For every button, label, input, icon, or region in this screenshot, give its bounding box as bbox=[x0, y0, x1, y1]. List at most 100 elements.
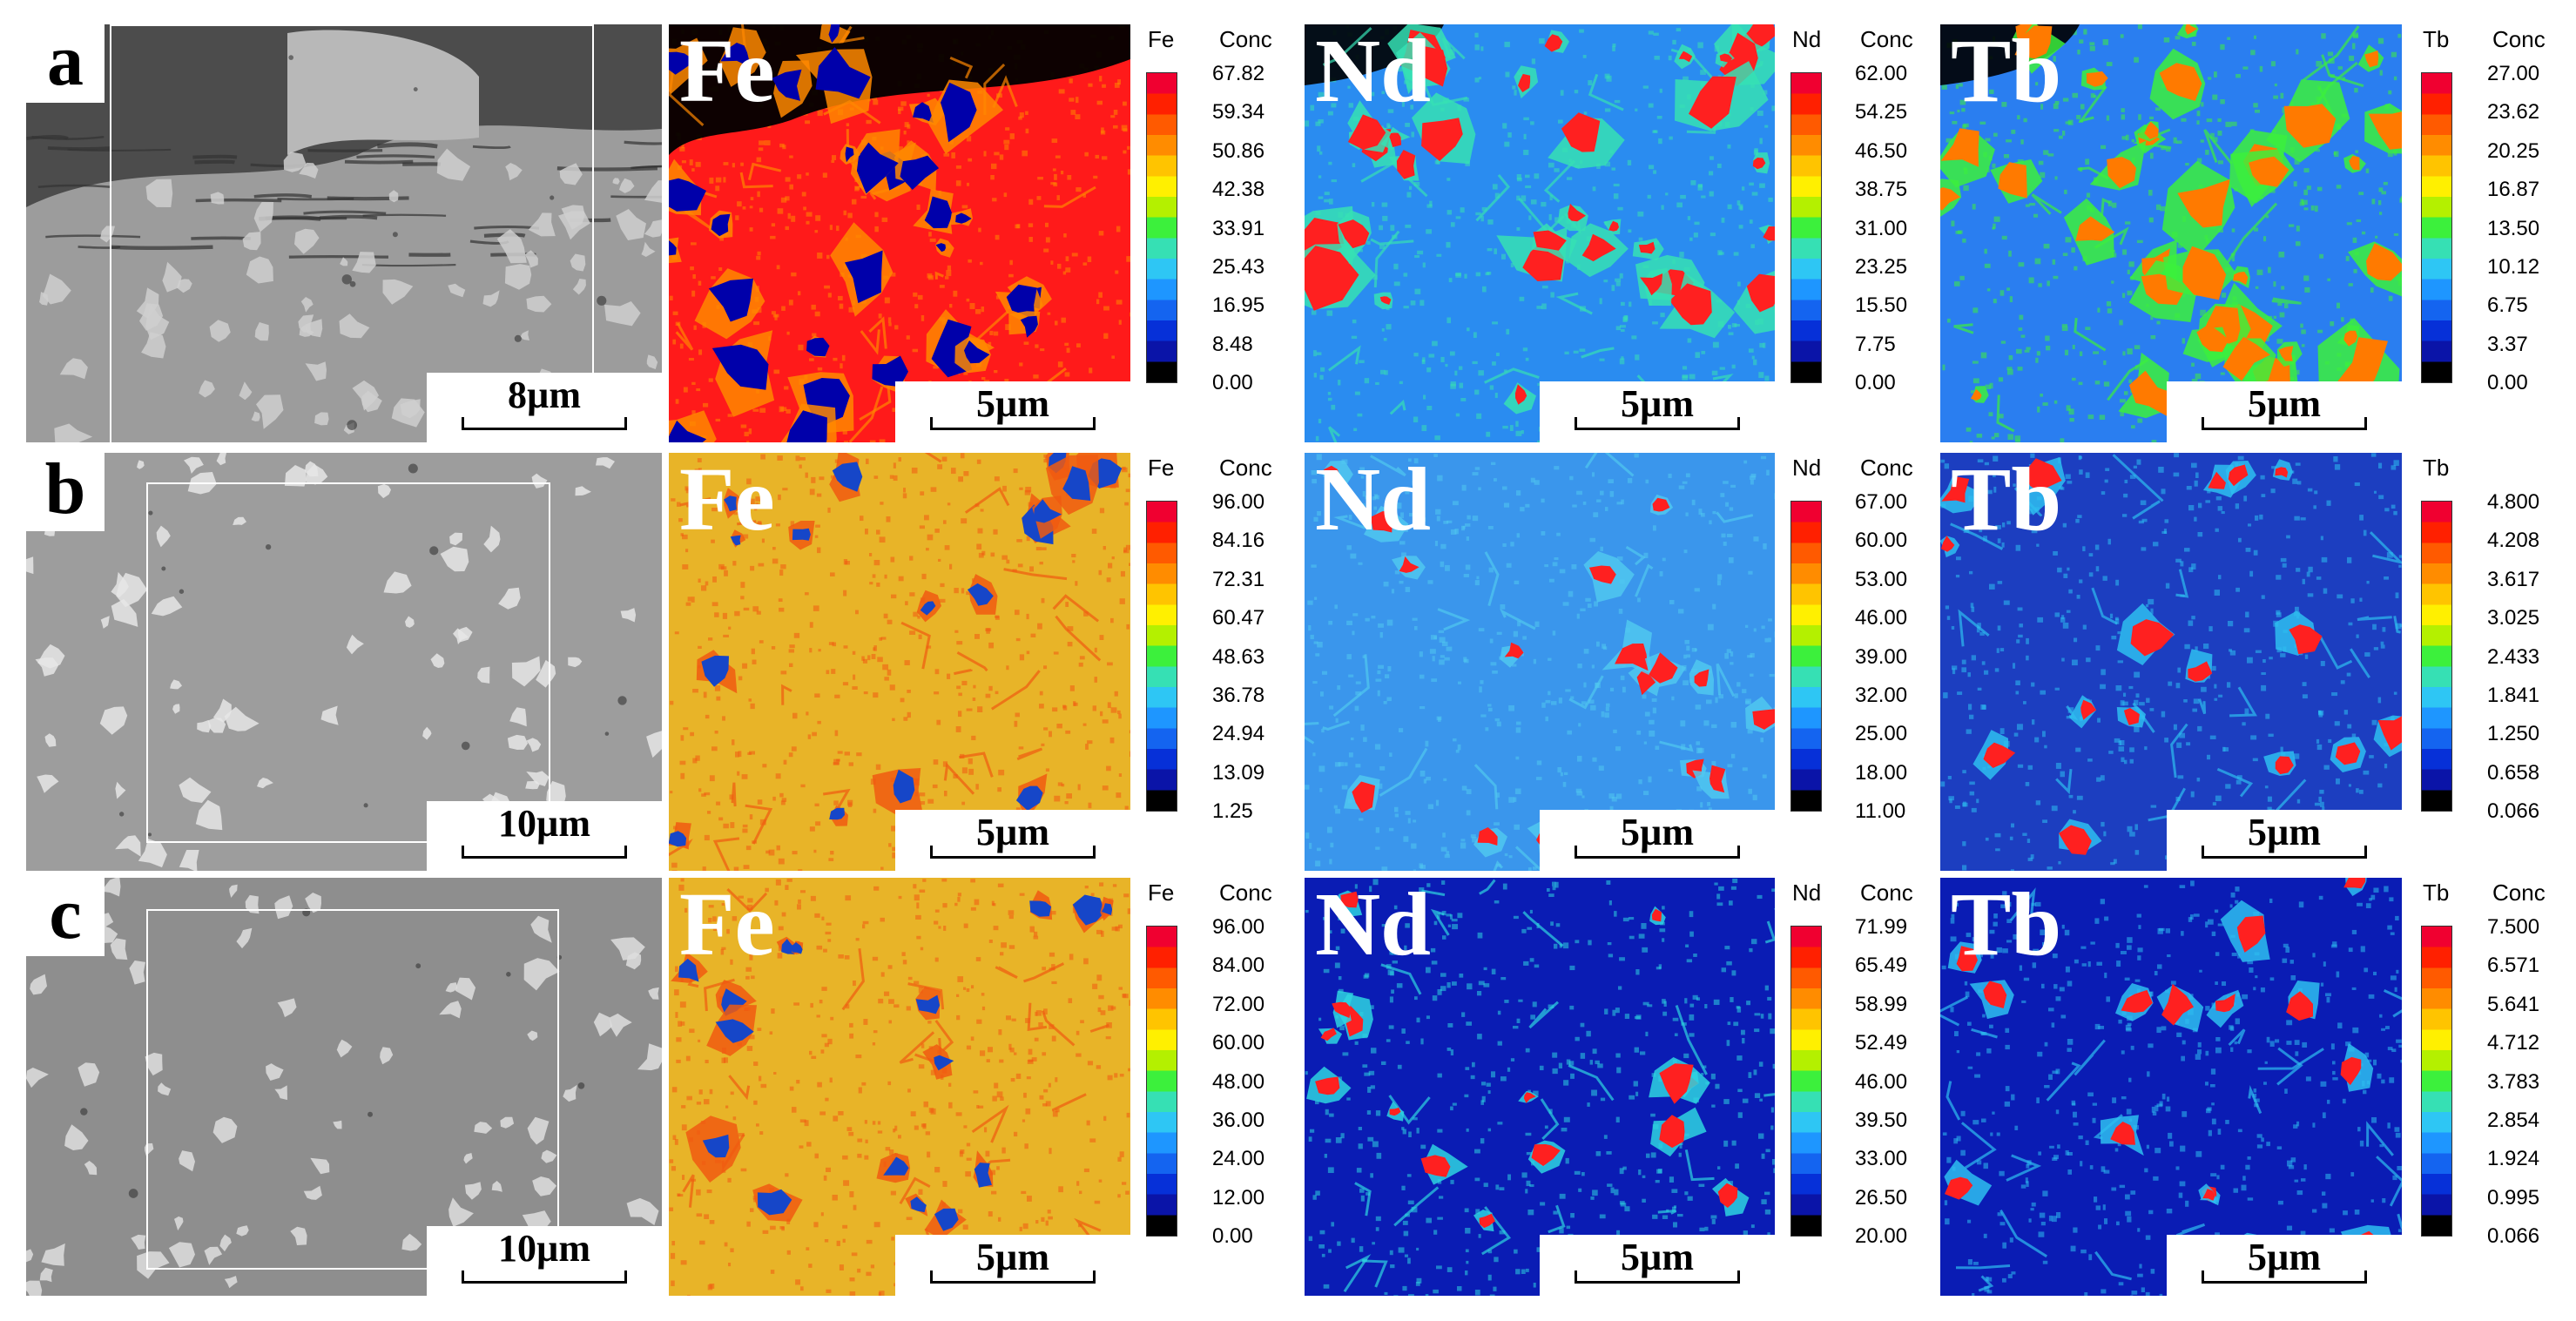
colorbar-tick-label: 1.25 bbox=[1212, 799, 1253, 823]
colorbar-tick-label: 4.800 bbox=[2487, 490, 2540, 514]
map-scale-label: 5µm bbox=[1620, 1236, 1694, 1278]
map-element-label: Tb bbox=[1951, 24, 2062, 121]
colorbar-tick-label: 67.82 bbox=[1212, 62, 1265, 85]
colorbar-tick-label: 25.00 bbox=[1855, 722, 1908, 746]
colorbar-tick-label: 59.34 bbox=[1212, 100, 1265, 125]
sem-micrograph-a bbox=[26, 24, 662, 442]
map-scale-label: 5µm bbox=[1620, 382, 1694, 425]
eds-map-fe-b: Fe 5µm bbox=[669, 453, 1130, 871]
scale-bar-line bbox=[1575, 1270, 1740, 1284]
eds-map-fe-a: Fe 5µm bbox=[669, 24, 1130, 442]
scale-bar-line bbox=[462, 1270, 627, 1284]
colorbar-tick-label: 60.00 bbox=[1855, 529, 1908, 553]
colorbar-tick-label: 2.433 bbox=[2487, 644, 2540, 669]
colorbar-tick-label: 71.99 bbox=[1855, 915, 1908, 939]
colorbar-element-label: Nd bbox=[1792, 880, 1822, 906]
panel-label-c: c bbox=[26, 878, 105, 956]
map-scale-bar: 5µm bbox=[1540, 810, 1775, 871]
colorbar-tick-label: 48.00 bbox=[1212, 1069, 1265, 1094]
colorbar-tick-label: 4.208 bbox=[2487, 529, 2540, 553]
colorbar-tick-label: 7.75 bbox=[1855, 332, 1896, 356]
colorbar-tick-label: 84.00 bbox=[1212, 954, 1265, 978]
colorbar-element-label: Nd bbox=[1792, 455, 1822, 481]
colorbar-tick-label: 27.00 bbox=[2487, 62, 2540, 85]
colorbar-tick-label: 26.50 bbox=[1855, 1185, 1908, 1210]
colorbar-tick-label: 20.25 bbox=[2487, 138, 2540, 163]
colorbar-tick-label: 16.87 bbox=[2487, 178, 2540, 202]
map-scale-label: 5µm bbox=[2247, 1236, 2321, 1278]
colorbar-tick-label: 13.09 bbox=[1212, 760, 1265, 785]
colorbar-tick-label: 8.48 bbox=[1212, 332, 1253, 356]
sem-image-a: a 8µm bbox=[26, 24, 662, 442]
colorbar-tick-label: 60.00 bbox=[1212, 1031, 1265, 1055]
concentration-map-nd bbox=[1305, 878, 1775, 1296]
concentration-colorbar bbox=[2421, 926, 2452, 1237]
map-scale-bar: 5µm bbox=[895, 1235, 1130, 1296]
concentration-colorbar bbox=[2421, 72, 2452, 383]
colorbar-element-label: Fe bbox=[1148, 26, 1175, 52]
colorbar-tick-label: 20.00 bbox=[1855, 1224, 1908, 1248]
map-scale-bar: 5µm bbox=[895, 810, 1130, 871]
colorbar-element-label: Tb bbox=[2423, 880, 2450, 906]
map-scale-bar: 5µm bbox=[895, 381, 1130, 442]
colorbar-tick-label: 48.63 bbox=[1212, 644, 1265, 669]
panel-label-a: a bbox=[26, 24, 105, 103]
colorbar-tick-label: 46.00 bbox=[1855, 606, 1908, 630]
analysis-region-frame bbox=[110, 24, 594, 442]
colorbar-element-label: Nd bbox=[1792, 26, 1822, 52]
map-element-label: Fe bbox=[679, 24, 775, 121]
concentration-map-nd bbox=[1305, 24, 1775, 442]
concentration-map-fe bbox=[669, 24, 1130, 442]
map-scale-bar: 5µm bbox=[1540, 1235, 1775, 1296]
scale-bar-line bbox=[930, 417, 1096, 430]
colorbar-tick-label: 60.47 bbox=[1212, 606, 1265, 630]
scale-bar-line bbox=[2202, 1270, 2367, 1284]
scale-bar-line bbox=[2202, 417, 2367, 430]
map-element-label: Fe bbox=[679, 453, 775, 549]
colorbar-tick-label: 31.00 bbox=[1855, 216, 1908, 240]
sem-image-b: b 10µm bbox=[26, 453, 662, 871]
colorbar-tick-label: 3.783 bbox=[2487, 1069, 2540, 1094]
sem-scale-bar: 8µm bbox=[427, 373, 662, 442]
map-scale-bar: 5µm bbox=[2167, 1235, 2402, 1296]
colorbar-conc-header: Conc bbox=[1860, 455, 1913, 481]
colorbar-tick-label: 33.00 bbox=[1855, 1147, 1908, 1171]
colorbar-tick-label: 33.91 bbox=[1212, 216, 1265, 240]
colorbar-tick-label: 96.00 bbox=[1212, 915, 1265, 939]
colorbar-tick-label: 84.16 bbox=[1212, 529, 1265, 553]
concentration-map-fe bbox=[669, 453, 1130, 871]
colorbar-tick-label: 67.00 bbox=[1855, 490, 1908, 514]
concentration-colorbar bbox=[1790, 926, 1822, 1237]
colorbar-conc-header: Conc bbox=[2492, 26, 2546, 52]
concentration-colorbar bbox=[1146, 72, 1177, 383]
colorbar-tick-label: 0.00 bbox=[1212, 1224, 1253, 1248]
eds-map-fe-c: Fe 5µm bbox=[669, 878, 1130, 1296]
colorbar-tick-label: 3.37 bbox=[2487, 332, 2528, 356]
colorbar-tick-label: 46.50 bbox=[1855, 138, 1908, 163]
map-scale-label: 5µm bbox=[2247, 811, 2321, 853]
analysis-region-frame bbox=[146, 482, 550, 843]
colorbar-tick-label: 6.75 bbox=[2487, 293, 2528, 318]
map-scale-bar: 5µm bbox=[2167, 381, 2402, 442]
concentration-map-tb bbox=[1940, 453, 2402, 871]
colorbar-tick-label: 24.00 bbox=[1212, 1147, 1265, 1171]
colorbar-tick-label: 2.854 bbox=[2487, 1108, 2540, 1132]
concentration-colorbar bbox=[1146, 501, 1177, 812]
scale-bar-line bbox=[2202, 846, 2367, 859]
panel-label-b: b bbox=[26, 453, 105, 531]
map-scale-label: 5µm bbox=[975, 811, 1049, 853]
colorbar-tick-label: 3.617 bbox=[2487, 567, 2540, 591]
map-element-label: Fe bbox=[679, 878, 775, 974]
map-scale-bar: 5µm bbox=[2167, 810, 2402, 871]
concentration-map-tb bbox=[1940, 878, 2402, 1296]
colorbar-tick-label: 25.43 bbox=[1212, 254, 1265, 279]
colorbar-tick-label: 1.841 bbox=[2487, 683, 2540, 707]
colorbar-tick-label: 0.00 bbox=[1855, 371, 1896, 394]
colorbar-tick-label: 50.86 bbox=[1212, 138, 1265, 163]
eds-map-nd-b: Nd 5µm bbox=[1305, 453, 1775, 871]
sem-micrograph-c bbox=[26, 878, 662, 1296]
colorbar-tick-label: 72.00 bbox=[1212, 992, 1265, 1016]
colorbar-tick-label: 36.00 bbox=[1212, 1108, 1265, 1132]
colorbar-tick-label: 72.31 bbox=[1212, 567, 1265, 591]
scale-bar-line bbox=[462, 846, 627, 859]
